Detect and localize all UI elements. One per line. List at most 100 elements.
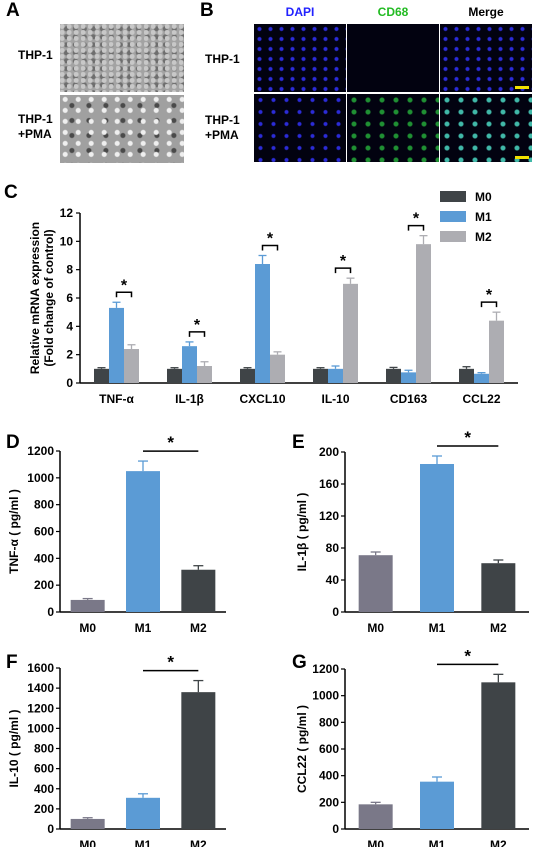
- c-significance-bracket: [407, 224, 425, 231]
- c-x-tick-label: IL-10: [321, 392, 349, 406]
- e-bar: [481, 563, 516, 612]
- panel-letter-b: B: [200, 0, 214, 21]
- d-y-tick-label: 1200: [27, 444, 54, 458]
- e-y-axis-label: IL-1β ( pg/ml ): [295, 493, 309, 572]
- panel-a-row-label-1: THP-1: [18, 48, 53, 62]
- merge-header: Merge: [468, 5, 504, 19]
- e-x-tick-label: M0: [367, 621, 384, 635]
- e-bar: [358, 555, 393, 612]
- c-y-axis-label: Relative mRNA expression(Fold change of …: [28, 222, 56, 374]
- f-bar: [181, 692, 216, 829]
- panel-letter-e: E: [292, 432, 305, 453]
- f-y-tick-label: 600: [34, 762, 54, 776]
- brightfield-thp1-image: [60, 24, 184, 92]
- e-y-tick-label: 120: [319, 509, 339, 523]
- d-significance-star: *: [167, 433, 174, 452]
- d-y-tick-label: 800: [34, 498, 54, 512]
- scale-bar-bottom: [515, 156, 529, 159]
- brightfield-thp1-pma-image: [60, 95, 184, 163]
- f-significance-star: *: [167, 653, 174, 672]
- f-x-tick-label: M2: [190, 838, 207, 847]
- f-y-tick-label: 800: [34, 742, 54, 756]
- c-significance-bracket: [480, 301, 498, 308]
- g-y-tick-label: 0: [332, 822, 339, 836]
- c-significance-bracket: [115, 291, 133, 298]
- d-x-tick-label: M1: [135, 621, 152, 635]
- g-y-tick-label: 800: [319, 715, 339, 729]
- c-x-tick-label: CCL22: [462, 392, 500, 406]
- c-legend-swatch: [440, 191, 466, 202]
- e-y-tick-label: 160: [319, 477, 339, 491]
- c-significance-star: *: [121, 277, 128, 294]
- c-significance-star: *: [486, 287, 493, 304]
- d-y-tick-label: 1000: [27, 471, 54, 485]
- c-bar: [255, 264, 270, 383]
- c-bar: [167, 368, 182, 383]
- c-bar: [401, 372, 416, 383]
- f-y-tick-label: 1400: [27, 681, 54, 695]
- f-y-tick-label: 1000: [27, 721, 54, 735]
- f-bar: [126, 797, 160, 829]
- g-bar: [358, 804, 393, 829]
- c-y-tick-label: 4: [66, 319, 73, 333]
- f-bar: [70, 818, 105, 829]
- d-y-tick-label: 0: [47, 605, 54, 619]
- c-significance-star: *: [413, 211, 420, 228]
- panel-letter-c: C: [4, 182, 18, 203]
- panel-letter-a: A: [6, 0, 20, 21]
- panel-b-row-label-2: THP-1 +PMA: [205, 113, 240, 142]
- d-y-tick-label: 600: [34, 525, 54, 539]
- c-legend-label: M2: [475, 230, 492, 244]
- c-y-tick-label: 8: [66, 263, 73, 277]
- c-y-tick-label: 12: [60, 206, 74, 220]
- panel-letter-f: F: [6, 652, 18, 673]
- c-bar: [459, 368, 474, 383]
- c-legend-swatch: [440, 211, 466, 222]
- g-y-tick-label: 600: [319, 742, 339, 756]
- d-y-tick-label: 200: [34, 578, 54, 592]
- cd68-thp1-pma-image: [347, 94, 439, 162]
- g-x-tick-label: M2: [490, 838, 507, 847]
- c-bar: [109, 307, 124, 383]
- merge-thp1-image: [440, 24, 532, 92]
- e-x-tick-label: M2: [490, 621, 507, 635]
- panel-letter-d: D: [6, 432, 20, 453]
- c-bar: [328, 368, 343, 383]
- g-bar: [481, 682, 516, 829]
- f-y-tick-label: 400: [34, 782, 54, 796]
- e-y-tick-label: 200: [319, 445, 339, 459]
- c-x-tick-label: TNF-α: [99, 392, 134, 406]
- c-legend-label: M1: [475, 210, 492, 224]
- f-y-tick-label: 200: [34, 802, 54, 816]
- e-x-tick-label: M1: [429, 621, 446, 635]
- g-y-tick-label: 1200: [312, 662, 339, 676]
- d-y-tick-label: 400: [34, 551, 54, 565]
- f-y-tick-label: 1600: [27, 661, 54, 675]
- c-significance-bracket: [261, 244, 279, 251]
- f-x-tick-label: M1: [135, 838, 152, 847]
- e-y-tick-label: 80: [326, 541, 340, 555]
- c-x-tick-label: CXCL10: [239, 392, 285, 406]
- panel-b-row-label-1: THP-1: [205, 52, 240, 66]
- d-bar: [70, 599, 105, 612]
- panel-letter-g: G: [292, 652, 307, 673]
- f-y-tick-label: 0: [47, 822, 54, 836]
- e-y-tick-label: 40: [326, 573, 340, 587]
- dapi-thp1-pma-image: [254, 94, 346, 162]
- c-bar: [386, 368, 401, 383]
- c-y-tick-label: 2: [66, 348, 73, 362]
- c-significance-star: *: [340, 253, 347, 270]
- e-bar: [420, 464, 454, 612]
- c-bar: [124, 349, 139, 383]
- c-x-tick-label: IL-1β: [175, 392, 204, 406]
- d-y-axis-label: TNF-α ( pg/ml ): [7, 489, 21, 574]
- c-legend-swatch: [440, 231, 466, 242]
- d-bar: [126, 471, 160, 612]
- c-significance-star: *: [194, 317, 201, 334]
- c-bar: [313, 368, 328, 383]
- c-bar: [270, 354, 285, 383]
- merge-thp1-pma-image: [440, 94, 532, 162]
- panel-a-row-label-2: THP-1 +PMA: [18, 112, 53, 141]
- dapi-thp1-image: [254, 24, 346, 92]
- cd68-thp1-image: [347, 24, 439, 92]
